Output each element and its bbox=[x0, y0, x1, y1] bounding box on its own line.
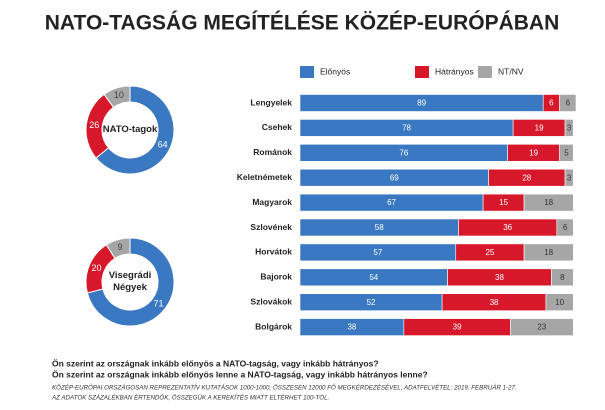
note: KÖZÉP-EURÓPAI ORSZÁGOSAN REPREZENTATÍV K… bbox=[52, 385, 517, 392]
data-label: 6 bbox=[563, 223, 568, 232]
category-label: Magyarok bbox=[252, 197, 292, 207]
data-label: 3 bbox=[567, 124, 572, 133]
data-label: 67 bbox=[387, 198, 396, 207]
data-label: 23 bbox=[537, 323, 546, 332]
data-label: 64 bbox=[158, 140, 168, 150]
category-label: Bolgárok bbox=[255, 321, 292, 331]
donut-center-label: NATO-tagok bbox=[102, 124, 158, 135]
data-label: 39 bbox=[453, 323, 462, 332]
data-label: 69 bbox=[390, 173, 399, 182]
data-label: 9 bbox=[117, 242, 122, 252]
category-label: Csehek bbox=[262, 122, 293, 132]
bar-segment bbox=[564, 168, 574, 187]
bar-segment bbox=[523, 243, 574, 262]
category-label: Bajorok bbox=[260, 272, 292, 282]
legend-label: NT/NV bbox=[498, 66, 524, 76]
data-label: 6 bbox=[549, 99, 554, 108]
legend-swatch bbox=[300, 66, 314, 78]
bar-segment bbox=[559, 94, 577, 112]
question: Ön szerint az országnak inkább előnyös a… bbox=[52, 358, 379, 368]
donut-segment bbox=[103, 85, 131, 109]
data-label: 28 bbox=[522, 173, 531, 182]
legend-label: Hátrányos bbox=[435, 66, 474, 76]
legend-swatch bbox=[478, 66, 492, 78]
data-label: 89 bbox=[417, 99, 426, 108]
note: AZ ADATOK SZÁZALÉKBAN ÉRTENDŐK, ÖSSZEGÜK… bbox=[51, 395, 329, 402]
data-label: 19 bbox=[535, 124, 544, 133]
data-label: 58 bbox=[375, 223, 384, 232]
bar-segment bbox=[523, 193, 574, 212]
data-label: 38 bbox=[495, 273, 504, 282]
data-label: 25 bbox=[485, 248, 494, 257]
data-label: 18 bbox=[544, 198, 553, 207]
bar-segment bbox=[510, 318, 574, 336]
data-label: 5 bbox=[564, 148, 569, 157]
data-label: 3 bbox=[567, 173, 572, 182]
bar-segment bbox=[564, 119, 574, 137]
category-label: Románok bbox=[253, 147, 292, 157]
question: Ön szerint az országnak inkább előnyös l… bbox=[52, 369, 428, 379]
legend-label: Előnyös bbox=[320, 66, 350, 76]
page-title: NATO-TAGSÁG MEGÍTÉLÉSE KÖZÉP-EURÓPÁBAN bbox=[45, 11, 560, 35]
data-label: 52 bbox=[367, 298, 376, 307]
data-label: 38 bbox=[347, 323, 356, 332]
data-label: 76 bbox=[399, 148, 408, 157]
category-label: Szlovének bbox=[250, 222, 292, 232]
donut-segment bbox=[95, 85, 175, 175]
data-label: 6 bbox=[566, 99, 571, 108]
data-label: 18 bbox=[544, 248, 553, 257]
data-label: 15 bbox=[499, 198, 508, 207]
data-label: 57 bbox=[373, 248, 382, 257]
data-label: 10 bbox=[555, 298, 564, 307]
data-label: 8 bbox=[560, 273, 565, 282]
category-label: Lengyelek bbox=[250, 97, 292, 107]
data-label: 26 bbox=[89, 120, 99, 130]
category-label: Keletnémetek bbox=[237, 172, 293, 182]
data-label: 19 bbox=[529, 148, 538, 157]
data-label: 36 bbox=[503, 223, 512, 232]
bar-segment bbox=[556, 218, 574, 237]
data-label: 78 bbox=[402, 124, 411, 133]
donut-segment bbox=[105, 237, 131, 260]
legend-swatch bbox=[415, 66, 429, 78]
category-label: Szlovákok bbox=[250, 296, 292, 306]
bar-segment bbox=[551, 268, 574, 287]
category-label: Horvátok bbox=[255, 247, 292, 257]
data-label: 20 bbox=[92, 263, 102, 273]
data-label: 71 bbox=[153, 298, 163, 308]
data-label: 10 bbox=[114, 90, 124, 100]
data-label: 54 bbox=[369, 273, 378, 282]
donut-center-label: Visegrádi Négyek bbox=[108, 270, 152, 293]
bar-segment bbox=[559, 144, 574, 162]
donut-segment bbox=[86, 237, 175, 327]
bar-segment bbox=[545, 293, 574, 312]
data-label: 38 bbox=[490, 298, 499, 307]
